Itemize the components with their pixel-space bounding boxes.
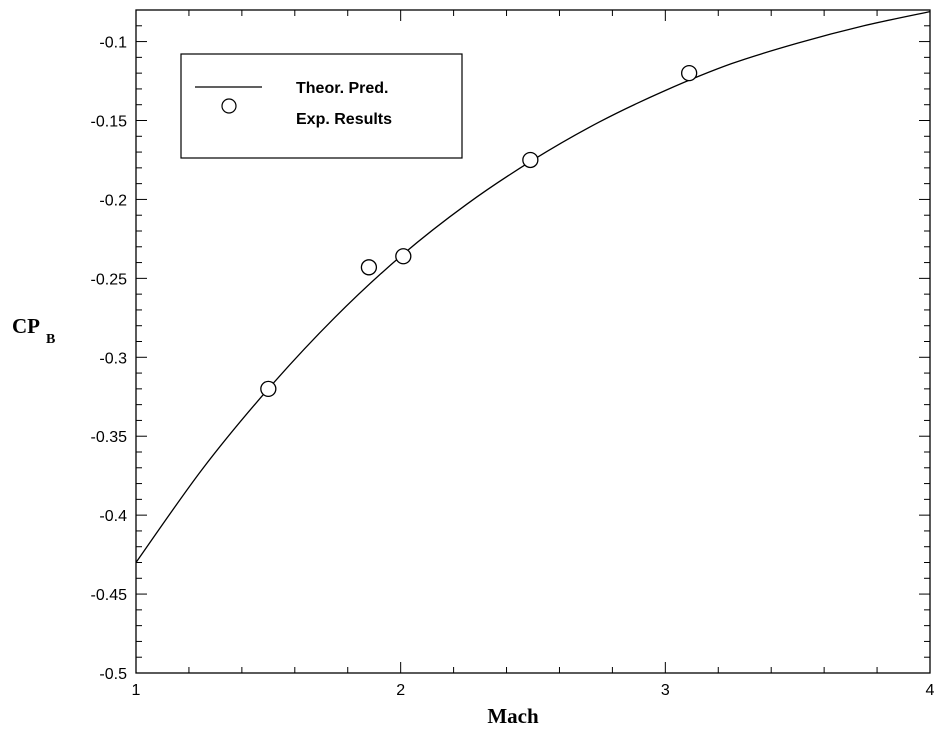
y-axis-title-subscript: B	[46, 332, 55, 347]
legend-box	[180, 53, 463, 159]
y-tick-label: -0.1	[99, 35, 127, 52]
y-tick-label: -0.45	[91, 587, 128, 604]
y-tick-label: -0.15	[91, 114, 128, 131]
data-point-experiment	[360, 259, 378, 276]
legend-label-experiment: Exp. Results	[296, 111, 392, 128]
x-tick-label: 2	[396, 682, 405, 699]
y-tick-label: -0.25	[91, 271, 128, 288]
y-axis-title-main: CP	[12, 314, 40, 338]
y-tick-label: -0.35	[91, 429, 128, 446]
x-tick-label: 1	[132, 682, 141, 699]
legend: Theor. Pred. Exp. Results	[180, 53, 463, 159]
legend-marker-swatch	[221, 98, 237, 114]
legend-label-theory: Theor. Pred.	[296, 80, 388, 97]
data-point-experiment	[522, 151, 539, 169]
x-axis-title: Mach	[487, 704, 539, 728]
data-point-experiment	[395, 248, 412, 265]
x-tick-label: 4	[926, 682, 935, 699]
y-axis-title: CP B	[12, 314, 55, 347]
y-tick-label: -0.2	[99, 192, 127, 209]
data-point-experiment	[681, 64, 698, 82]
series	[135, 10, 931, 563]
y-tick-label: -0.3	[99, 350, 127, 367]
y-tick-label: -0.4	[99, 508, 127, 525]
ticks: 1 2 3 4 -0.5 -0.45 -0.4 -0.35 -0.3 -0.25 -0.2 -0.15…	[91, 9, 935, 699]
data-point-experiment	[260, 380, 277, 398]
y-tick-label: -0.5	[99, 666, 127, 683]
x-tick-label: 3	[661, 682, 670, 699]
series-line-theory	[135, 10, 931, 563]
